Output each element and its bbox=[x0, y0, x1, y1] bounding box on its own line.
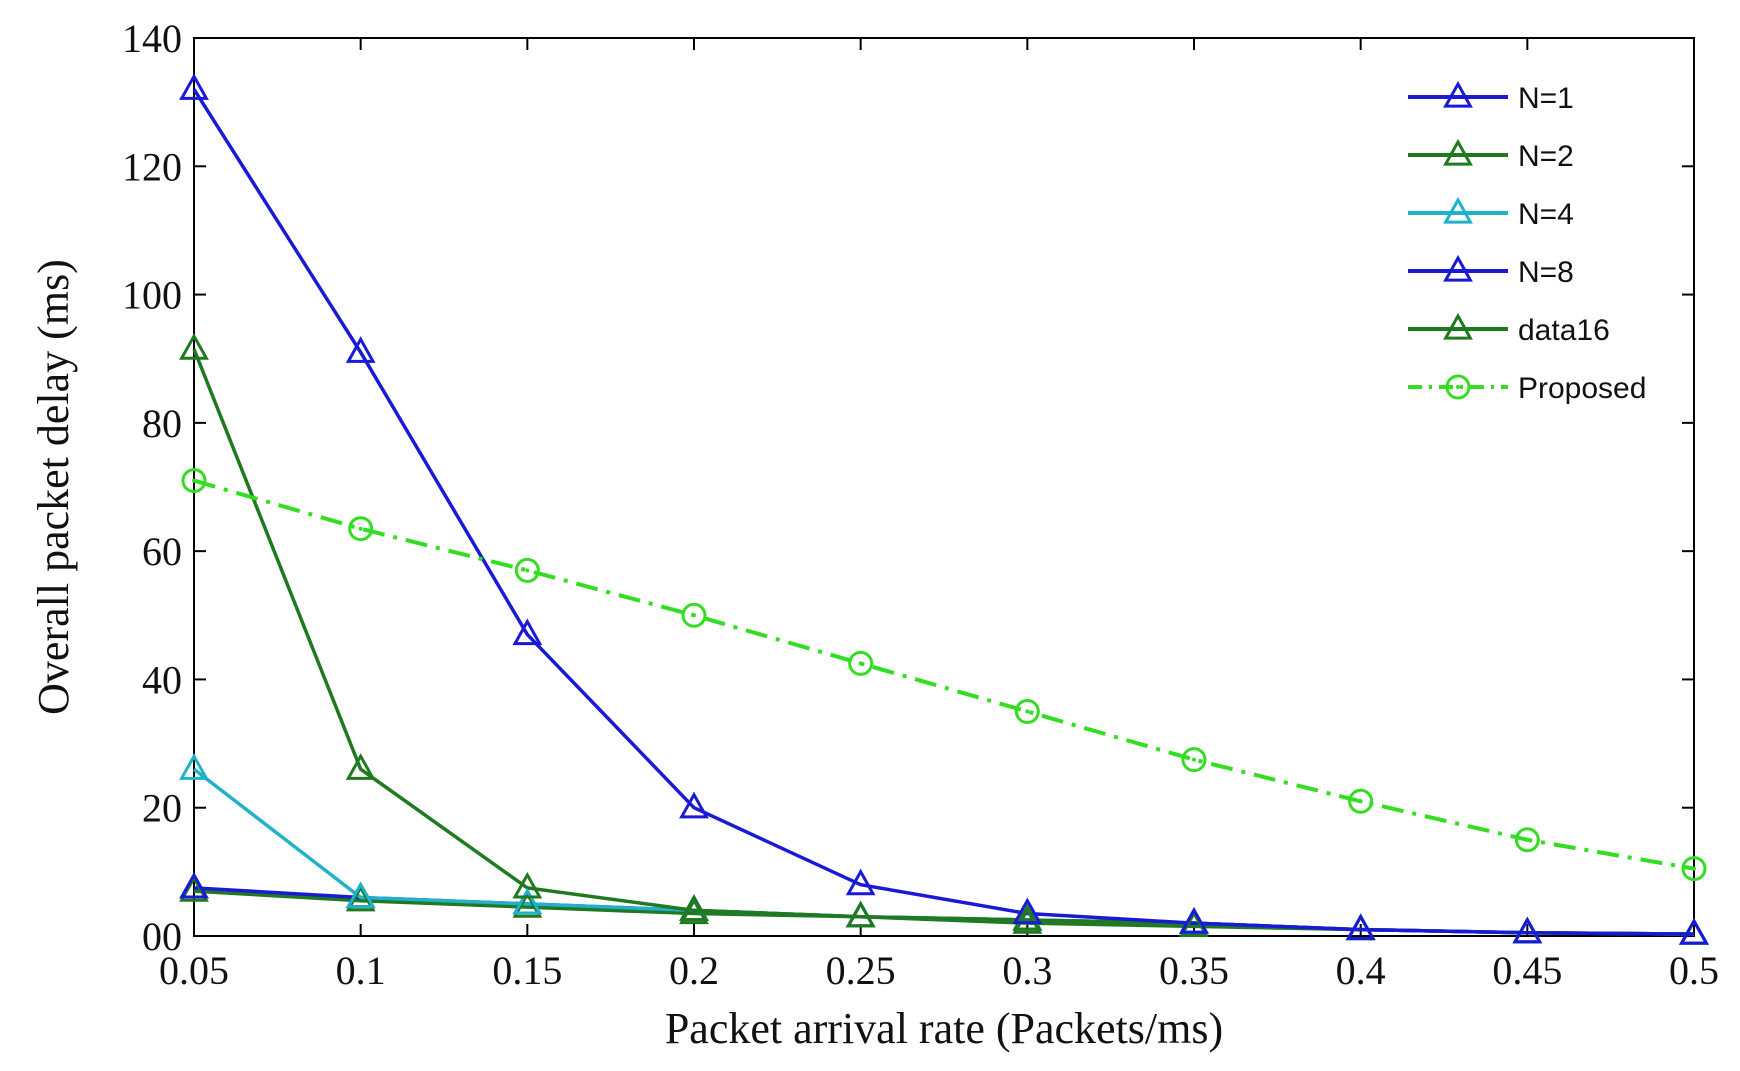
data-point-n-1 bbox=[1512, 916, 1543, 944]
data-point-proposed bbox=[514, 557, 540, 583]
legend-marker-n-4 bbox=[1443, 196, 1473, 224]
data-point-proposed-center bbox=[358, 526, 363, 531]
y-tick-label: 00 bbox=[142, 914, 182, 959]
series-lines bbox=[192, 88, 1695, 936]
data-point-n-1 bbox=[179, 73, 209, 100]
y-tick-label: 60 bbox=[142, 529, 182, 574]
legend-marker-data16 bbox=[1443, 312, 1473, 340]
legend-marker-proposed bbox=[1445, 374, 1471, 400]
x-tick-label: 0.45 bbox=[1492, 948, 1562, 993]
legend-label-n-2: N=2 bbox=[1518, 140, 1574, 173]
x-tick-label: 0.5 bbox=[1669, 948, 1719, 993]
data-point-data16 bbox=[1179, 910, 1209, 937]
data-point-proposed bbox=[681, 602, 707, 628]
data-point-n-2 bbox=[1012, 903, 1043, 931]
legend-marker-proposed-center bbox=[1456, 385, 1460, 389]
legend-label-n-8: N=8 bbox=[1518, 256, 1574, 289]
x-tick-label: 0.15 bbox=[492, 948, 562, 993]
data-point-proposed bbox=[1514, 827, 1540, 853]
data-point-proposed bbox=[1181, 747, 1207, 773]
legend-box bbox=[1390, 60, 1680, 420]
legend-label-n-1: N=1 bbox=[1518, 82, 1574, 115]
data-point-data16 bbox=[512, 891, 543, 918]
data-point-n-2 bbox=[179, 333, 209, 360]
x-tick-label: 0.3 bbox=[1002, 948, 1052, 993]
series-line-proposed bbox=[193, 478, 1695, 871]
data-point-n-2 bbox=[345, 753, 376, 780]
series-markers bbox=[179, 73, 1709, 945]
legend-label-proposed: Proposed bbox=[1518, 372, 1646, 405]
data-point-proposed-center bbox=[858, 661, 863, 666]
data-point-n-1 bbox=[1345, 913, 1376, 941]
data-point-n-2 bbox=[679, 894, 709, 921]
x-tick-label: 0.05 bbox=[159, 948, 229, 993]
data-point-proposed-center bbox=[1692, 866, 1696, 871]
axis-ticks: 0.05 0.1 0.15 0.2 0.25 0.3 0.35 0.4 0.45 0.5 00 20 4… bbox=[122, 16, 1719, 993]
y-tick-label: 40 bbox=[142, 657, 182, 702]
data-point-proposed-center bbox=[1192, 757, 1196, 762]
legend-label-data16: data16 bbox=[1518, 314, 1610, 347]
data-point-proposed-center bbox=[692, 613, 696, 618]
y-axis-title: Overall packet delay (ms) bbox=[29, 259, 78, 715]
data-point-n-1 bbox=[1679, 918, 1709, 945]
data-point-n-4 bbox=[345, 881, 376, 909]
data-point-proposed-center bbox=[1025, 709, 1030, 714]
data-point-n-1 bbox=[845, 868, 876, 896]
y-tick-label: 120 bbox=[122, 144, 182, 189]
data-point-proposed-center bbox=[192, 478, 196, 483]
data-point-n-1 bbox=[679, 791, 709, 819]
data-point-n-1 bbox=[1012, 897, 1043, 925]
data-point-proposed bbox=[1014, 699, 1040, 724]
x-tick-label: 0.4 bbox=[1336, 948, 1386, 993]
x-tick-label: 0.35 bbox=[1159, 948, 1229, 993]
data-point-proposed bbox=[1348, 788, 1374, 814]
y-tick-label: 100 bbox=[122, 273, 182, 318]
y-tick-label: 20 bbox=[142, 786, 182, 831]
x-axis-title: Packet arrival rate (Packets/ms) bbox=[665, 1004, 1223, 1053]
data-point-n-1 bbox=[512, 618, 543, 646]
data-point-n-1 bbox=[345, 336, 376, 363]
data-point-proposed bbox=[181, 468, 207, 494]
data-point-proposed-center bbox=[1358, 799, 1363, 804]
data-point-n-4 bbox=[179, 753, 209, 780]
data-point-data16 bbox=[679, 897, 709, 925]
data-point-proposed bbox=[1681, 856, 1707, 882]
data-point-n-2 bbox=[845, 900, 876, 928]
legend-label-n-4: N=4 bbox=[1518, 198, 1574, 231]
data-point-n-1 bbox=[1179, 907, 1209, 934]
data-point-proposed-center bbox=[1525, 837, 1530, 842]
x-tick-label: 0.2 bbox=[669, 948, 719, 993]
x-tick-label: 0.1 bbox=[336, 948, 386, 993]
data-point-proposed-center bbox=[525, 568, 530, 573]
legend-marker-n-1 bbox=[1443, 80, 1473, 108]
legend-marker-n-2 bbox=[1443, 138, 1473, 166]
legend-marker-n-8 bbox=[1443, 254, 1473, 282]
series-line-n-4 bbox=[192, 767, 1695, 936]
series-line-n-2 bbox=[192, 348, 1695, 936]
series-line-n-8 bbox=[193, 886, 1695, 936]
plot-frame bbox=[193, 37, 1695, 937]
y-tick-label: 80 bbox=[142, 401, 182, 446]
data-point-data16 bbox=[179, 875, 209, 902]
legend: N=1 N=2 N=4 N=8 data16 Proposed bbox=[1390, 60, 1680, 420]
x-tick-label: 0.25 bbox=[826, 948, 896, 993]
y-tick-label: 140 bbox=[122, 16, 182, 61]
series-line-n-1 bbox=[192, 88, 1695, 936]
data-point-n-4 bbox=[512, 887, 543, 915]
data-point-data16 bbox=[345, 884, 376, 912]
data-point-n-2 bbox=[512, 871, 543, 899]
data-point-proposed bbox=[348, 516, 374, 542]
data-point-proposed bbox=[848, 650, 874, 676]
data-point-n-8 bbox=[179, 871, 209, 899]
